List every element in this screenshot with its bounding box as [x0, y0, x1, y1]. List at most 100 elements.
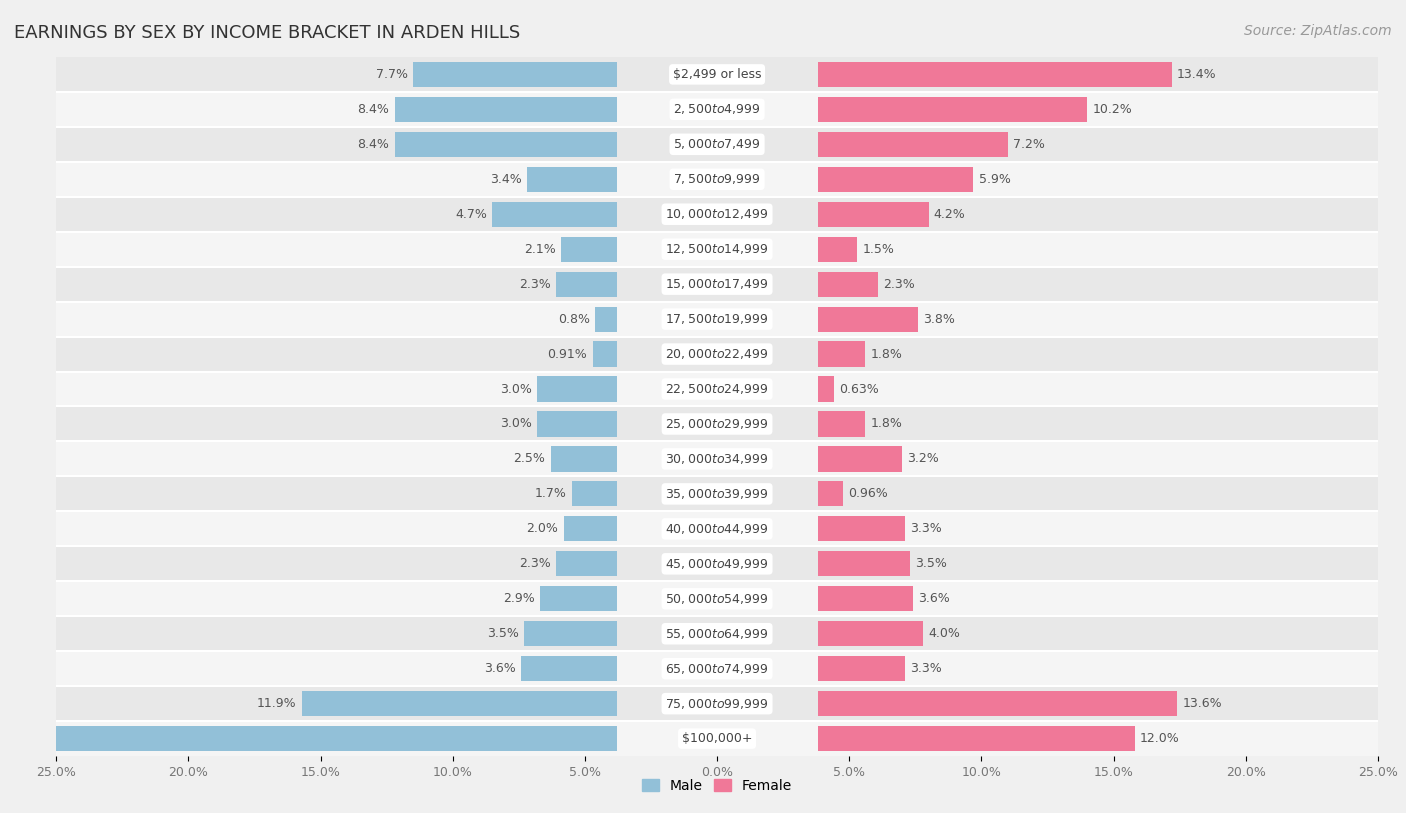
- Bar: [817, 97, 1087, 122]
- Bar: [555, 272, 617, 297]
- Bar: [56, 232, 1378, 267]
- Text: 4.7%: 4.7%: [456, 208, 486, 220]
- Text: 8.4%: 8.4%: [357, 138, 389, 150]
- Text: 3.3%: 3.3%: [910, 523, 942, 535]
- Bar: [537, 411, 617, 437]
- Text: 5.9%: 5.9%: [979, 173, 1011, 185]
- Bar: [817, 132, 1008, 157]
- Bar: [564, 516, 617, 541]
- Bar: [56, 476, 1378, 511]
- Bar: [817, 446, 903, 472]
- Text: 7.2%: 7.2%: [1014, 138, 1045, 150]
- Bar: [540, 586, 617, 611]
- Text: EARNINGS BY SEX BY INCOME BRACKET IN ARDEN HILLS: EARNINGS BY SEX BY INCOME BRACKET IN ARD…: [14, 24, 520, 42]
- Text: 2.3%: 2.3%: [519, 558, 551, 570]
- Text: 8.4%: 8.4%: [357, 103, 389, 115]
- Legend: Male, Female: Male, Female: [637, 773, 797, 798]
- Text: $35,000 to $39,999: $35,000 to $39,999: [665, 487, 769, 501]
- Bar: [56, 721, 1378, 756]
- Text: $100,000+: $100,000+: [682, 733, 752, 745]
- Bar: [524, 621, 617, 646]
- Bar: [56, 406, 1378, 441]
- Bar: [551, 446, 617, 472]
- Text: 3.3%: 3.3%: [910, 663, 942, 675]
- Text: $55,000 to $64,999: $55,000 to $64,999: [665, 627, 769, 641]
- Bar: [302, 691, 617, 716]
- Text: $2,499 or less: $2,499 or less: [673, 68, 761, 80]
- Text: 3.5%: 3.5%: [486, 628, 519, 640]
- Text: 11.9%: 11.9%: [257, 698, 297, 710]
- Text: 2.5%: 2.5%: [513, 453, 546, 465]
- Bar: [56, 616, 1378, 651]
- Bar: [817, 272, 879, 297]
- Text: 3.6%: 3.6%: [918, 593, 949, 605]
- Text: 1.7%: 1.7%: [534, 488, 567, 500]
- Bar: [0, 726, 617, 751]
- Text: 4.0%: 4.0%: [928, 628, 960, 640]
- Bar: [56, 197, 1378, 232]
- Text: 7.7%: 7.7%: [375, 68, 408, 80]
- Bar: [817, 307, 918, 332]
- Text: 0.96%: 0.96%: [848, 488, 889, 500]
- Bar: [413, 62, 617, 87]
- Bar: [56, 92, 1378, 127]
- Bar: [56, 546, 1378, 581]
- Bar: [817, 341, 865, 367]
- Text: 0.8%: 0.8%: [558, 313, 591, 325]
- Bar: [492, 202, 617, 227]
- Text: 13.4%: 13.4%: [1177, 68, 1216, 80]
- Text: 13.6%: 13.6%: [1182, 698, 1222, 710]
- Bar: [56, 267, 1378, 302]
- Text: $45,000 to $49,999: $45,000 to $49,999: [665, 557, 769, 571]
- Bar: [817, 551, 910, 576]
- Text: 3.0%: 3.0%: [501, 418, 531, 430]
- Bar: [817, 726, 1135, 751]
- Bar: [817, 202, 928, 227]
- Text: $12,500 to $14,999: $12,500 to $14,999: [665, 242, 769, 256]
- Bar: [817, 691, 1177, 716]
- Text: 3.4%: 3.4%: [489, 173, 522, 185]
- Bar: [527, 167, 617, 192]
- Bar: [817, 237, 858, 262]
- Bar: [56, 581, 1378, 616]
- Bar: [56, 127, 1378, 162]
- Bar: [592, 341, 617, 367]
- Text: 3.5%: 3.5%: [915, 558, 948, 570]
- Bar: [817, 62, 1171, 87]
- Text: 4.2%: 4.2%: [934, 208, 966, 220]
- Bar: [561, 237, 617, 262]
- Bar: [555, 551, 617, 576]
- Text: 3.8%: 3.8%: [924, 313, 955, 325]
- Text: 3.2%: 3.2%: [907, 453, 939, 465]
- Bar: [522, 656, 617, 681]
- Text: 3.6%: 3.6%: [485, 663, 516, 675]
- Bar: [56, 57, 1378, 92]
- Text: $15,000 to $17,499: $15,000 to $17,499: [665, 277, 769, 291]
- Text: $22,500 to $24,999: $22,500 to $24,999: [665, 382, 769, 396]
- Text: $30,000 to $34,999: $30,000 to $34,999: [665, 452, 769, 466]
- Text: $17,500 to $19,999: $17,500 to $19,999: [665, 312, 769, 326]
- Text: $7,500 to $9,999: $7,500 to $9,999: [673, 172, 761, 186]
- Bar: [56, 511, 1378, 546]
- Text: 1.8%: 1.8%: [870, 348, 903, 360]
- Bar: [56, 686, 1378, 721]
- Bar: [56, 302, 1378, 337]
- Bar: [817, 167, 973, 192]
- Text: $40,000 to $44,999: $40,000 to $44,999: [665, 522, 769, 536]
- Text: $65,000 to $74,999: $65,000 to $74,999: [665, 662, 769, 676]
- Bar: [395, 97, 617, 122]
- Text: $5,000 to $7,499: $5,000 to $7,499: [673, 137, 761, 151]
- Bar: [56, 651, 1378, 686]
- Text: 2.3%: 2.3%: [519, 278, 551, 290]
- Bar: [537, 376, 617, 402]
- Bar: [596, 307, 617, 332]
- Text: 2.1%: 2.1%: [524, 243, 555, 255]
- Text: 1.8%: 1.8%: [870, 418, 903, 430]
- Text: $10,000 to $12,499: $10,000 to $12,499: [665, 207, 769, 221]
- Bar: [572, 481, 617, 506]
- Text: 3.0%: 3.0%: [501, 383, 531, 395]
- Bar: [817, 376, 834, 402]
- Text: $25,000 to $29,999: $25,000 to $29,999: [665, 417, 769, 431]
- Text: $75,000 to $99,999: $75,000 to $99,999: [665, 697, 769, 711]
- Text: 0.63%: 0.63%: [839, 383, 879, 395]
